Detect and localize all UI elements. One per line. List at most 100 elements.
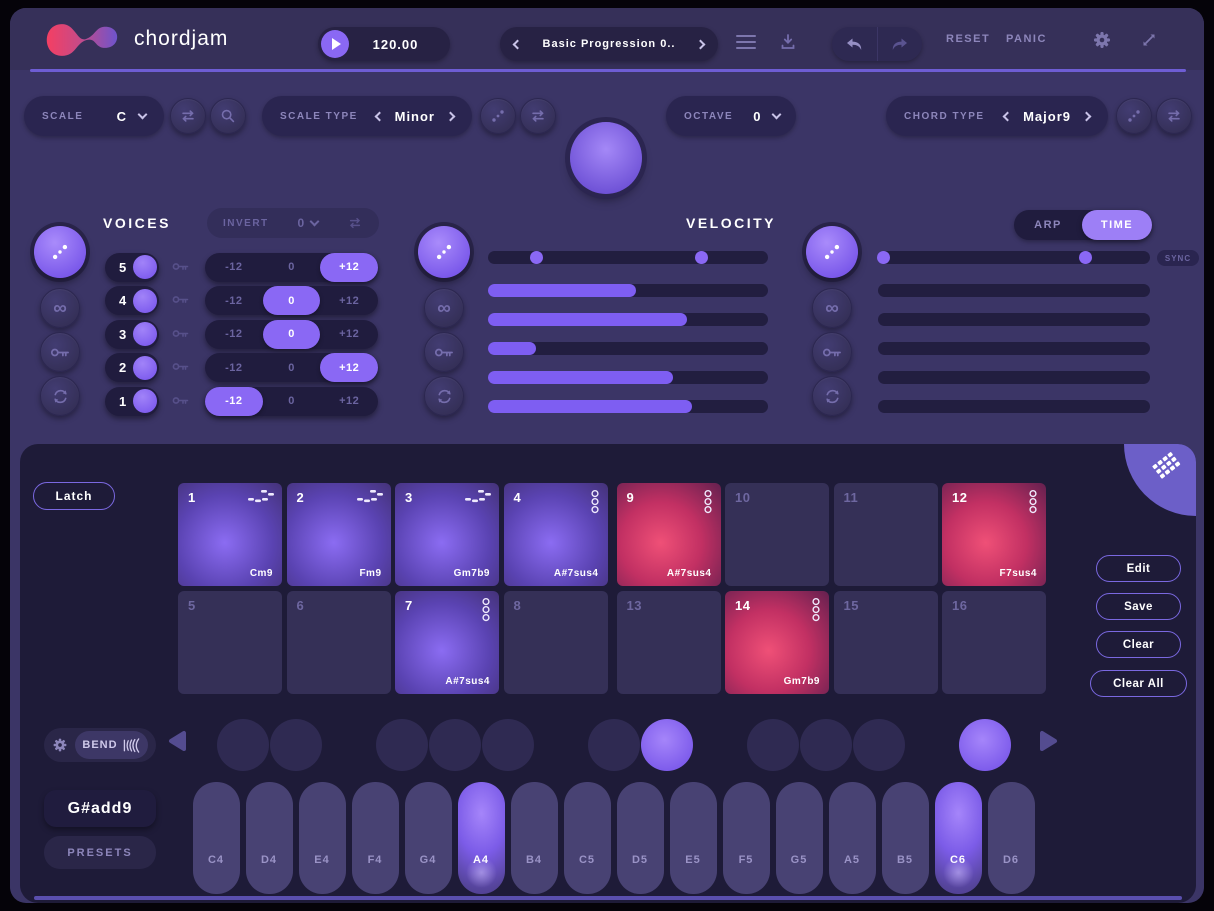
black-key-F#5[interactable] [747,719,799,771]
white-key-C5[interactable]: C5 [564,782,611,894]
main-knob[interactable] [570,122,642,194]
resize-diagonal-icon[interactable] [1140,31,1158,49]
tempo-display[interactable]: 120.00 [349,37,442,52]
slider-handle[interactable] [877,251,890,264]
white-key-F5[interactable]: F5 [723,782,770,894]
pad-16[interactable]: 16 [942,591,1046,694]
white-key-C6[interactable]: C6 [935,782,982,894]
scale-type-swap-button[interactable] [520,98,556,134]
time-bar[interactable] [878,313,1150,326]
segment-option[interactable]: +12 [320,353,378,382]
voice-pill-1[interactable]: 1 [105,387,159,416]
segment-option[interactable]: 0 [263,353,321,382]
white-key-D5[interactable]: D5 [617,782,664,894]
pad-13[interactable]: 13 [617,591,721,694]
white-key-E4[interactable]: E4 [299,782,346,894]
segment-option[interactable]: -12 [205,353,263,382]
invert-select[interactable]: INVERT 0 [207,208,379,238]
lock-key-button-timing[interactable] [812,332,852,372]
lock-key-button-velocity[interactable] [424,332,464,372]
chord-type-swap-button[interactable] [1156,98,1192,134]
infinity-button-velocity[interactable]: ∞ [424,288,464,328]
segment-option[interactable]: +12 [320,286,378,315]
pad-8[interactable]: 8 [504,591,608,694]
pad-1[interactable]: 1Cm9 [178,483,282,586]
time-bar[interactable] [878,400,1150,413]
clear-button[interactable]: Clear [1096,631,1181,658]
play-button[interactable] [321,30,349,58]
scale-random-button[interactable] [480,98,516,134]
reset-button[interactable]: RESET [946,8,990,70]
voice-pill-5[interactable]: 5 [105,253,159,282]
white-key-B4[interactable]: B4 [511,782,558,894]
black-key-C#4[interactable] [217,719,269,771]
black-key-G#4[interactable] [429,719,481,771]
segment-option[interactable]: -12 [205,253,263,282]
velocity-bar[interactable] [488,400,768,413]
tab-time[interactable]: TIME [1082,210,1152,240]
voice-toggle-dot[interactable] [133,389,157,413]
white-key-C4[interactable]: C4 [193,782,240,894]
octave-select[interactable]: OCTAVE 0 [666,96,796,136]
voice-pill-2[interactable]: 2 [105,353,159,382]
randomize-dice-button-voices[interactable] [34,226,86,278]
sync-button[interactable]: SYNC [1157,250,1199,266]
chevron-left-icon[interactable] [1003,111,1013,121]
refresh-button-timing[interactable] [812,376,852,416]
chord-type-select[interactable]: CHORD TYPE Major9 [886,96,1108,136]
redo-button[interactable] [878,27,923,61]
undo-button[interactable] [832,27,877,61]
white-key-F4[interactable]: F4 [352,782,399,894]
white-key-G4[interactable]: G4 [405,782,452,894]
velocity-bar[interactable] [488,371,768,384]
scale-detect-button[interactable] [210,98,246,134]
white-key-A4[interactable]: A4 [458,782,505,894]
scale-swap-button[interactable] [170,98,206,134]
slider-handle[interactable] [1079,251,1092,264]
preset-name[interactable]: Basic Progression 0.. [521,38,697,50]
black-key-D#5[interactable] [641,719,693,771]
voice-pill-3[interactable]: 3 [105,320,159,349]
panic-button[interactable]: PANIC [1006,8,1047,70]
infinity-button-timing[interactable]: ∞ [812,288,852,328]
segment-option[interactable]: -12 [205,387,263,416]
segment-option[interactable]: +12 [320,387,378,416]
segment-option[interactable]: 0 [263,387,321,416]
black-key-F#4[interactable] [376,719,428,771]
black-key-A#4[interactable] [482,719,534,771]
chevron-right-icon[interactable] [1082,111,1092,121]
presets-button[interactable]: PRESETS [44,836,156,869]
voice-toggle-dot[interactable] [133,255,157,279]
pad-12[interactable]: 12F7sus4 [942,483,1046,586]
time-bar[interactable] [878,371,1150,384]
white-key-A5[interactable]: A5 [829,782,876,894]
velocity-bar[interactable] [488,342,768,355]
black-key-D#4[interactable] [270,719,322,771]
settings-gear-icon[interactable] [1092,30,1112,50]
pad-3[interactable]: 3Gm7b9 [395,483,499,586]
chevron-right-icon[interactable] [446,111,456,121]
keyboard-next-icon[interactable] [1036,729,1060,753]
chevron-left-icon[interactable] [374,111,384,121]
segment-option[interactable]: -12 [205,320,263,349]
segment-option[interactable]: +12 [320,253,378,282]
pad-15[interactable]: 15 [834,591,938,694]
pad-11[interactable]: 11 [834,483,938,586]
pad-5[interactable]: 5 [178,591,282,694]
black-key-A#5[interactable] [853,719,905,771]
settings-gear-icon[interactable] [52,737,68,753]
preset-next-icon[interactable] [696,39,706,49]
black-key-G#5[interactable] [800,719,852,771]
scale-type-select[interactable]: SCALE TYPE Minor [262,96,472,136]
voice-toggle-dot[interactable] [133,322,157,346]
white-key-G5[interactable]: G5 [776,782,823,894]
bend-button[interactable]: BEND [75,731,148,759]
pad-9[interactable]: 9A#7sus4 [617,483,721,586]
corner-decoration[interactable] [1124,444,1196,516]
refresh-button-voices[interactable] [40,376,80,416]
voice-toggle-dot[interactable] [133,289,157,313]
pad-14[interactable]: 14Gm7b9 [725,591,829,694]
download-icon[interactable] [778,32,798,52]
velocity-range-slider[interactable] [488,251,768,264]
time-bar[interactable] [878,342,1150,355]
